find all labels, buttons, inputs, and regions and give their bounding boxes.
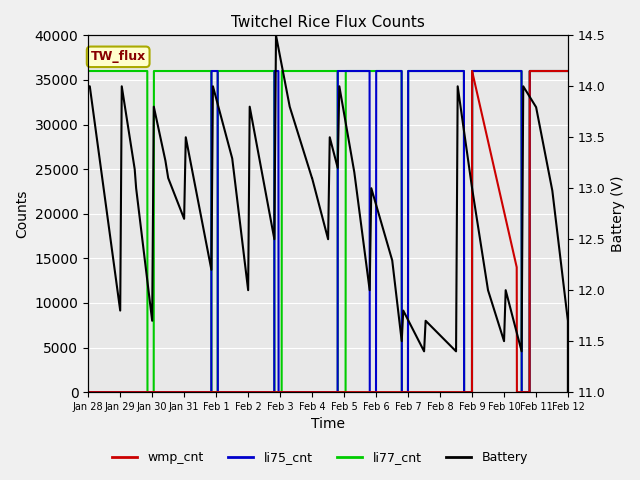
Y-axis label: Battery (V): Battery (V) xyxy=(611,176,625,252)
Legend: wmp_cnt, li75_cnt, li77_cnt, Battery: wmp_cnt, li75_cnt, li77_cnt, Battery xyxy=(107,446,533,469)
Y-axis label: Counts: Counts xyxy=(15,190,29,238)
X-axis label: Time: Time xyxy=(311,418,345,432)
Title: Twitchel Rice Flux Counts: Twitchel Rice Flux Counts xyxy=(231,15,425,30)
Text: TW_flux: TW_flux xyxy=(90,50,146,63)
